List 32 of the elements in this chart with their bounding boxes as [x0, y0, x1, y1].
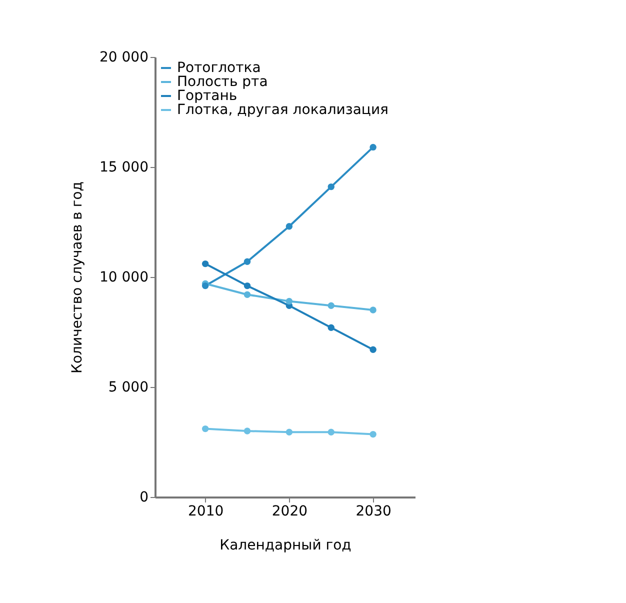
- y-tick-label: 20 000: [100, 50, 148, 66]
- point: [370, 306, 376, 314]
- point: [328, 428, 334, 436]
- point: [202, 282, 209, 290]
- point: [202, 260, 209, 268]
- point: [286, 298, 293, 305]
- x-axis-title: Календарный год: [220, 538, 352, 554]
- legend-label: Глотка, другая локализация: [177, 102, 388, 118]
- point: [370, 430, 376, 438]
- point: [328, 324, 334, 331]
- y-tick-label: 10 000: [100, 270, 148, 286]
- x-tick-label: 2030: [356, 504, 392, 520]
- point: [244, 258, 251, 265]
- y-tick-label: 0: [140, 490, 148, 506]
- y-axis-title: Количество случаев в год: [70, 182, 86, 374]
- point: [202, 425, 209, 432]
- y-tick-label: 5 000: [108, 380, 148, 396]
- legend-label: Гортань: [177, 88, 238, 104]
- point: [286, 223, 293, 230]
- legend-label: Полость рта: [177, 74, 268, 90]
- point: [370, 144, 376, 151]
- x-tick-label: 2010: [188, 504, 224, 520]
- point: [370, 346, 376, 353]
- point: [286, 428, 293, 436]
- x-tick-label: 2020: [272, 504, 308, 520]
- point: [244, 291, 251, 298]
- point: [328, 302, 334, 309]
- y-tick-label: 15 000: [100, 160, 148, 176]
- legend-label: Ротоглотка: [177, 60, 261, 76]
- point: [328, 183, 334, 190]
- point: [244, 428, 251, 434]
- point: [244, 282, 251, 290]
